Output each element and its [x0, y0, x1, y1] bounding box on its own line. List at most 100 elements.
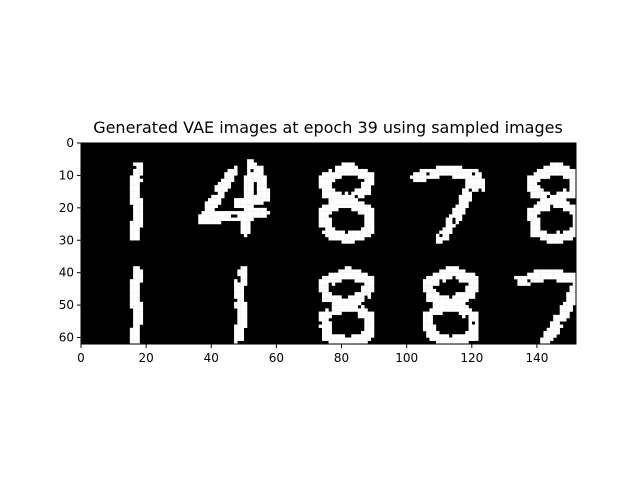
pixel [475, 331, 479, 335]
pixel [536, 207, 541, 212]
pixel [546, 233, 551, 238]
pixel [348, 233, 352, 238]
pixel [341, 172, 345, 176]
pixel [448, 275, 453, 280]
pixel [562, 305, 567, 309]
pixel [129, 337, 134, 341]
pixel [468, 327, 472, 332]
pixel [351, 269, 355, 273]
pixel [465, 298, 469, 303]
pixel [367, 230, 372, 234]
pixel [331, 191, 336, 196]
pixel [129, 224, 134, 228]
pixel [331, 237, 336, 241]
pixel [556, 237, 560, 241]
pixel [344, 340, 349, 345]
pixel [321, 334, 326, 338]
pixel [579, 175, 583, 179]
pixel [559, 165, 564, 170]
pixel [250, 162, 254, 166]
pixel [136, 237, 140, 241]
pixel [133, 305, 137, 309]
pixel [468, 175, 472, 179]
pixel [562, 308, 567, 312]
pixel [462, 175, 466, 179]
pixel [321, 191, 326, 196]
pixel [201, 214, 205, 218]
pixel [536, 233, 541, 238]
pixel [201, 220, 205, 225]
pixel [536, 194, 541, 199]
pixel [328, 204, 332, 209]
y-tick-label: 10 [59, 168, 74, 182]
pixel [234, 305, 238, 309]
pixel [325, 217, 329, 222]
pixel [237, 327, 241, 332]
pixel [133, 237, 137, 241]
pixel [465, 204, 469, 209]
pixel [250, 185, 254, 189]
pixel [237, 305, 241, 309]
pixel [569, 230, 573, 234]
pixel [328, 298, 332, 303]
pixel [136, 185, 140, 189]
pixel [133, 334, 137, 338]
pixel [253, 172, 258, 176]
pixel [452, 207, 456, 212]
pixel [328, 198, 332, 202]
pixel [562, 204, 567, 209]
pixel [357, 295, 362, 299]
pixel [413, 175, 417, 179]
pixel [357, 298, 362, 303]
pixel [338, 337, 342, 341]
pixel [136, 211, 140, 215]
pixel [328, 324, 332, 328]
pixel [129, 279, 134, 283]
pixel [533, 272, 538, 277]
pixel [562, 175, 567, 179]
pixel [475, 318, 479, 322]
pixel [243, 207, 248, 212]
pixel [367, 188, 372, 192]
pixel [556, 331, 560, 335]
pixel [426, 331, 430, 335]
pixel [361, 285, 365, 290]
pixel [221, 188, 225, 192]
pixel [243, 275, 248, 280]
pixel [429, 327, 433, 332]
pixel [321, 220, 326, 225]
pixel [364, 220, 368, 225]
pixel [256, 165, 261, 170]
pixel [354, 269, 359, 273]
pixel [214, 185, 218, 189]
pixel [448, 168, 453, 173]
pixel [533, 191, 538, 196]
pixel [429, 334, 433, 338]
pixel [576, 275, 580, 280]
pixel [328, 207, 332, 212]
pixel [432, 305, 437, 309]
pixel [442, 269, 446, 273]
pixel [562, 230, 567, 234]
pixel [361, 237, 365, 241]
pixel [250, 211, 254, 215]
pixel [253, 214, 258, 218]
pixel [549, 240, 554, 244]
pixel [133, 175, 137, 179]
pixel [576, 181, 580, 186]
pixel [439, 298, 443, 303]
pixel [585, 282, 590, 286]
pixel [234, 172, 238, 176]
pixel [465, 292, 469, 296]
pixel [572, 211, 577, 215]
pixel [426, 175, 430, 179]
pixel [331, 207, 336, 212]
pixel [354, 308, 359, 312]
pixel [533, 175, 538, 179]
pixel [452, 305, 456, 309]
pixel [458, 275, 463, 280]
pixel [129, 220, 134, 225]
pixel [136, 175, 140, 179]
pixel [475, 188, 479, 192]
